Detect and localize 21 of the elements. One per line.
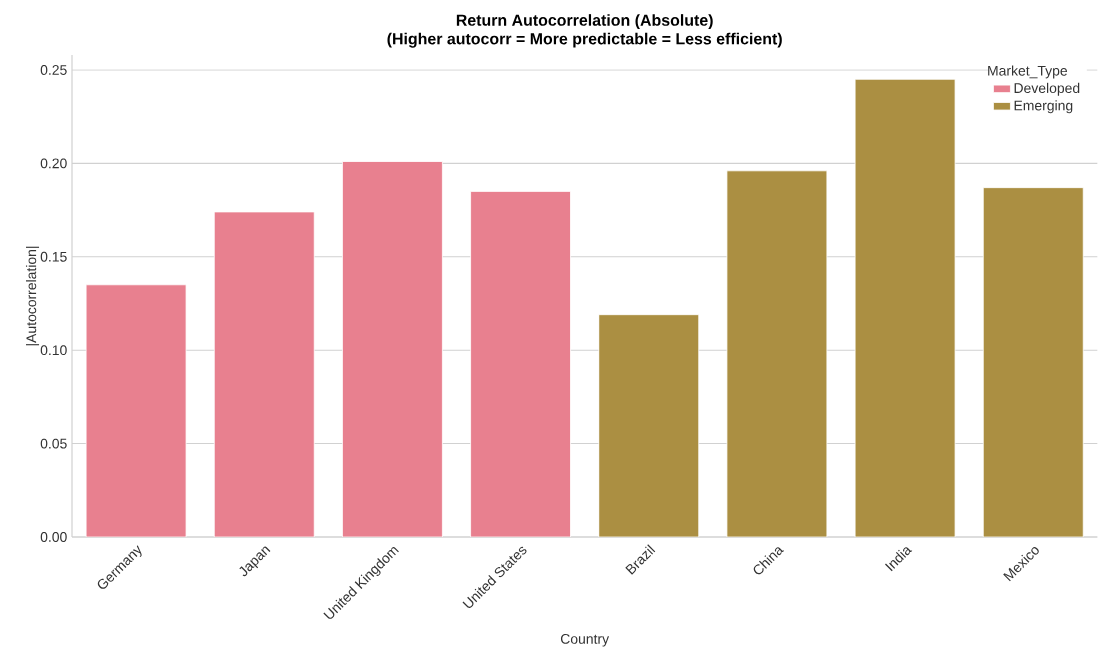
legend-title: Market_Type: [988, 65, 1068, 79]
bar: [85, 284, 187, 537]
y-tick-label: 0.00: [40, 532, 67, 542]
bar: [470, 190, 571, 537]
bar: [982, 187, 1084, 537]
bar: [726, 170, 827, 537]
bar: [855, 79, 956, 537]
y-axis-title: |Autocorrelation|: [25, 246, 40, 346]
x-axis-title: Country: [560, 633, 610, 647]
y-tick-label: 0.15: [40, 251, 67, 262]
legend-label: Emerging: [1014, 100, 1073, 114]
chart-subtitle: (Higher autocorr = More predictable = Less efficient): [387, 32, 782, 48]
bar: [213, 211, 315, 537]
y-tick-label: 0.05: [40, 438, 67, 449]
legend-label: Developed: [1014, 82, 1080, 96]
y-tick-label: 0.10: [40, 345, 67, 356]
bar: [342, 161, 443, 537]
chart-title: Return Autocorrelation (Absolute): [456, 14, 713, 29]
y-tick-label: 0.20: [40, 158, 67, 169]
y-tick-label: 0.25: [40, 65, 67, 75]
bar: [598, 314, 699, 537]
